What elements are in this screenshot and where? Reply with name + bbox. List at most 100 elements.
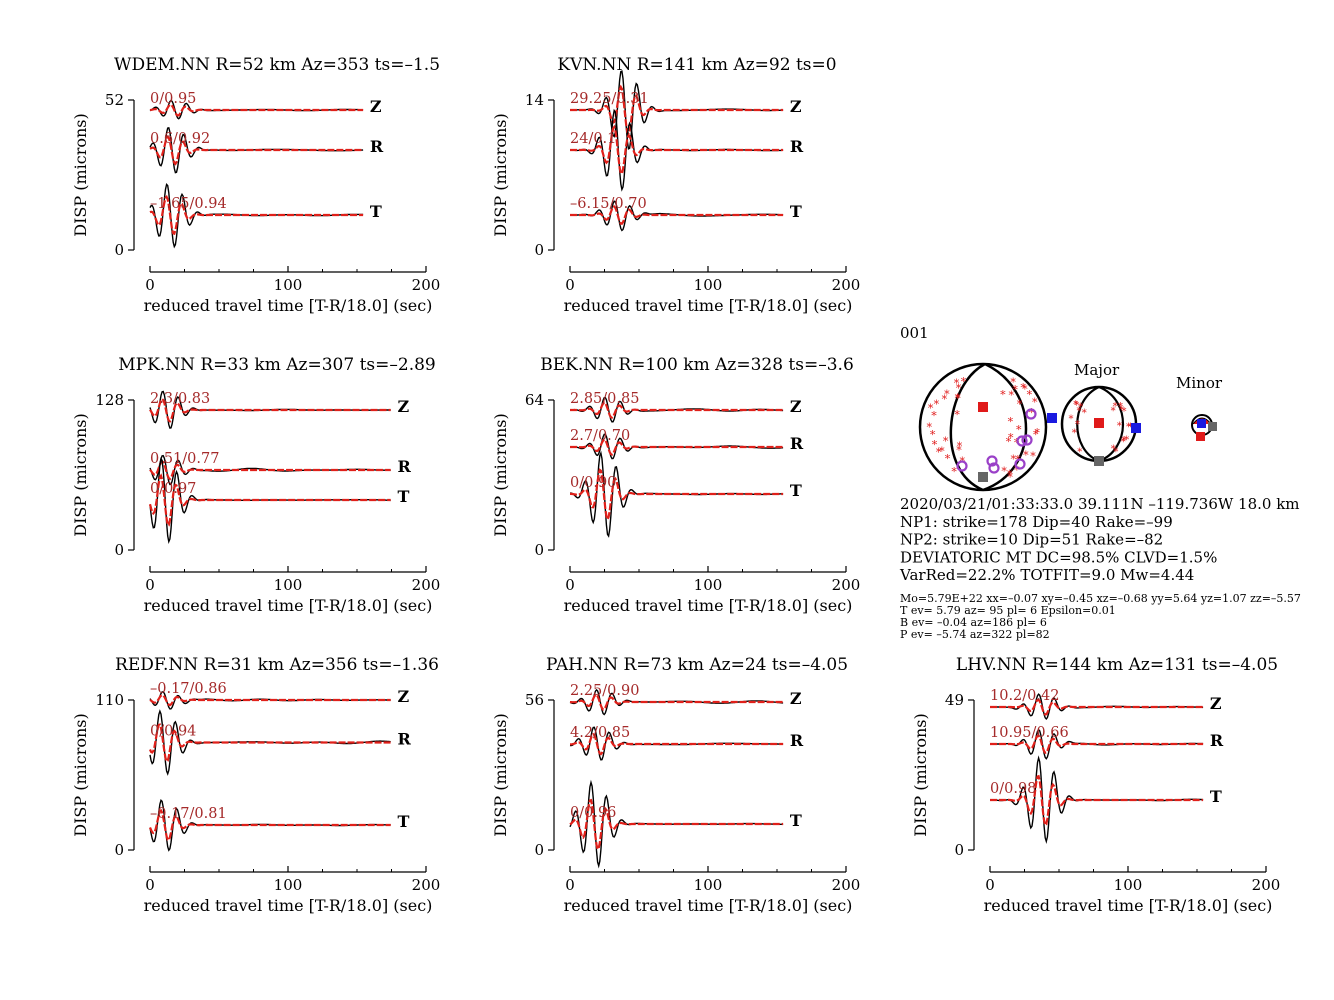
fit-label: –0.17/0.86	[150, 681, 227, 697]
compression-marker: *	[930, 428, 936, 441]
major-compression-marker: *	[1118, 401, 1123, 412]
major-compression-marker: *	[1117, 421, 1122, 432]
x-tick-label: 200	[412, 276, 441, 294]
station-panel: BEK.NN R=100 km Az=328 ts=–3.6 64 0 DISP (m…	[491, 355, 860, 615]
fit-label: 0/0.98	[990, 781, 1036, 797]
compression-marker: *	[1001, 465, 1007, 478]
y-max-label: 52	[105, 91, 124, 109]
fit-label: 0/0.90	[570, 475, 616, 491]
nodal-plane-1	[949, 362, 986, 492]
x-tick-label: 100	[694, 276, 723, 294]
synthetic-trace	[149, 103, 364, 117]
y-min-label: 0	[114, 541, 124, 559]
major-compression-marker: *	[1077, 447, 1082, 458]
major-compression-marker: *	[1082, 408, 1087, 419]
component-label: R	[790, 731, 804, 750]
synthetic-trace	[570, 468, 784, 523]
x-tick-label: 200	[412, 576, 441, 594]
fit-label: 2.7/0.70	[570, 428, 630, 444]
component-label: Z	[398, 687, 410, 706]
panel-title: WDEM.NN R=52 km Az=353 ts=–1.5	[114, 55, 440, 75]
major-compression-marker: *	[1074, 400, 1079, 411]
t-axis-marker	[1047, 413, 1057, 423]
y-axis-label: DISP (microns)	[491, 113, 510, 237]
synthetic-trace	[148, 473, 391, 527]
major-compression-marker: *	[1078, 402, 1083, 413]
x-tick-label: 100	[694, 576, 723, 594]
synthetic-trace	[149, 723, 391, 763]
x-tick-label: 100	[274, 576, 303, 594]
component-label: Z	[790, 689, 802, 708]
compression-marker: *	[951, 466, 957, 479]
compression-marker: *	[928, 402, 934, 415]
y-max-label: 56	[525, 691, 544, 709]
first-motion-circle	[988, 462, 1000, 474]
synthetic-trace	[570, 438, 784, 456]
panel-title: REDF.NN R=31 km Az=356 ts=–1.36	[115, 655, 439, 675]
compression-marker: *	[943, 435, 949, 448]
fit-label: –1.65/0.94	[150, 196, 227, 212]
x-tick-label: 0	[145, 876, 155, 894]
compression-marker: *	[1012, 383, 1018, 396]
fit-label: 0.51/0.77	[150, 451, 219, 467]
compression-marker: *	[939, 445, 945, 458]
component-label: Z	[398, 397, 410, 416]
mechanism-detail-line: P ev= –5.74 az=322 pl=82	[900, 628, 1050, 641]
synthetic-trace	[990, 734, 1204, 755]
x-axis-label: reduced travel time [T-R/18.0] (sec)	[564, 896, 853, 915]
compression-marker: *	[1010, 453, 1016, 466]
mechanism-detail-line: B ev= –0.04 az=186 pl= 6	[900, 616, 1047, 629]
y-min-label: 0	[114, 841, 124, 859]
station-panel: LHV.NN R=144 km Az=131 ts=–4.05 49 0 DISP (…	[911, 655, 1280, 915]
x-axis-label: reduced travel time [T-R/18.0] (sec)	[984, 896, 1273, 915]
major-compression-marker: *	[1122, 436, 1127, 447]
major-nodal-plane-2	[1098, 385, 1124, 463]
station-panel: MPK.NN R=33 km Az=307 ts=–2.89 128 0 DISP (…	[71, 355, 440, 615]
synthetic-trace	[570, 84, 784, 137]
observed-trace	[149, 390, 391, 429]
component-label: R	[790, 137, 804, 156]
panel-title: BEK.NN R=100 km Az=328 ts=–3.6	[540, 355, 854, 375]
major-compression-marker: *	[1111, 406, 1116, 417]
major-compression-marker: *	[1111, 444, 1116, 455]
synthetic-trace	[149, 135, 364, 166]
major-compression-marker: *	[1075, 419, 1080, 430]
fit-label: 0/0.97	[150, 481, 196, 497]
y-min-label: 0	[534, 841, 544, 859]
compression-marker: *	[961, 375, 967, 388]
compression-marker: *	[1000, 389, 1006, 402]
x-axis-label: reduced travel time [T-R/18.0] (sec)	[564, 596, 853, 615]
component-label: R	[370, 137, 384, 156]
major-p-axis	[1094, 418, 1104, 428]
x-tick-label: 100	[274, 276, 303, 294]
y-max-label: 128	[95, 391, 124, 409]
component-label: R	[398, 457, 412, 476]
major-compression-marker: *	[1073, 400, 1078, 411]
major-compression-marker: *	[1072, 428, 1077, 439]
first-motion-circle	[1025, 408, 1037, 420]
compression-marker: *	[945, 453, 951, 466]
x-tick-label: 100	[274, 876, 303, 894]
first-motion-circle	[1016, 435, 1028, 447]
compression-marker: *	[936, 446, 942, 459]
compression-marker: *	[956, 444, 962, 457]
x-tick-label: 100	[694, 876, 723, 894]
component-label: T	[398, 487, 410, 506]
y-axis-label: DISP (microns)	[71, 113, 90, 237]
fit-label: 0/0.95	[150, 91, 196, 107]
component-label: Z	[370, 97, 382, 116]
compression-marker: *	[1029, 406, 1035, 419]
major-compression-marker: *	[1113, 447, 1118, 458]
observed-trace	[990, 693, 1204, 720]
major-compression-marker: *	[1122, 407, 1127, 418]
component-label: Z	[1210, 694, 1222, 713]
component-label: Z	[790, 397, 802, 416]
y-max-label: 49	[945, 691, 964, 709]
compression-marker: *	[957, 440, 963, 453]
first-motion-circle	[1014, 458, 1026, 470]
compression-marker: *	[954, 409, 960, 422]
compression-marker: *	[1017, 398, 1023, 411]
compression-marker: *	[934, 398, 940, 411]
x-tick-label: 0	[565, 276, 575, 294]
